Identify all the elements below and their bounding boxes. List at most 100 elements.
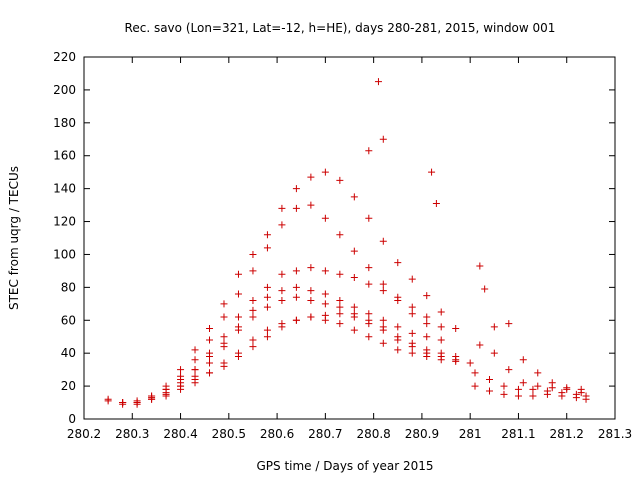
y-tick-label: 140 xyxy=(53,182,76,196)
data-point xyxy=(336,231,344,239)
data-point xyxy=(408,275,416,283)
data-point xyxy=(514,392,522,400)
data-point xyxy=(177,376,185,384)
data-point xyxy=(206,336,214,344)
data-point xyxy=(481,285,489,293)
data-point xyxy=(437,356,445,364)
x-tick-label: 281.1 xyxy=(501,427,535,441)
data-point xyxy=(321,214,329,222)
data-point xyxy=(466,359,474,367)
data-point xyxy=(162,392,170,400)
data-point xyxy=(220,313,228,321)
data-point xyxy=(278,297,286,305)
data-point xyxy=(394,336,402,344)
data-point xyxy=(490,349,498,357)
data-point xyxy=(572,390,580,398)
data-point xyxy=(379,316,387,324)
data-point xyxy=(379,135,387,143)
data-point xyxy=(321,267,329,275)
data-point xyxy=(336,297,344,305)
x-tick-label: 280.8 xyxy=(356,427,390,441)
x-tick-label: 281 xyxy=(459,427,482,441)
y-tick-label: 80 xyxy=(61,280,76,294)
data-point xyxy=(249,336,257,344)
y-axis: 0 20 40 60 80 100 120 140 160 180 200 220 xyxy=(53,50,615,426)
plot-frame xyxy=(83,56,616,420)
data-point xyxy=(206,369,214,377)
series-arc-9 xyxy=(471,369,590,400)
data-point xyxy=(423,320,431,328)
data-point xyxy=(350,193,358,201)
data-point xyxy=(263,283,271,291)
data-point xyxy=(249,297,257,305)
x-tick-label: 280.5 xyxy=(212,427,246,441)
data-point xyxy=(534,369,542,377)
y-tick-label: 20 xyxy=(61,379,76,393)
data-point xyxy=(379,339,387,347)
data-point xyxy=(234,326,242,334)
data-point xyxy=(292,185,300,193)
data-point xyxy=(350,273,358,281)
data-point xyxy=(519,379,527,387)
data-point xyxy=(490,323,498,331)
data-point xyxy=(263,231,271,239)
y-tick-label: 100 xyxy=(53,247,76,261)
data-point xyxy=(292,283,300,291)
data-point xyxy=(582,392,590,400)
data-point xyxy=(234,313,242,321)
data-point xyxy=(263,244,271,252)
data-point xyxy=(278,204,286,212)
data-point xyxy=(505,366,513,374)
data-point xyxy=(234,352,242,360)
data-point xyxy=(563,384,571,392)
x-axis: 280.2 280.3 280.4 280.5 280.6 280.7 280.8 280.9… xyxy=(67,57,632,441)
x-tick-label: 280.3 xyxy=(115,427,149,441)
data-point xyxy=(394,293,402,301)
data-point xyxy=(423,333,431,341)
data-point xyxy=(408,310,416,318)
data-point xyxy=(177,382,185,390)
x-tick-label: 280.2 xyxy=(67,427,101,441)
data-point xyxy=(133,399,141,407)
data-point xyxy=(365,310,373,318)
y-tick-label: 120 xyxy=(53,215,76,229)
data-point xyxy=(234,270,242,278)
data-point xyxy=(263,303,271,311)
data-point xyxy=(408,343,416,351)
data-point xyxy=(577,385,585,393)
data-point xyxy=(529,385,537,393)
data-point xyxy=(307,297,315,305)
data-point xyxy=(104,397,112,405)
data-point xyxy=(336,270,344,278)
data-point xyxy=(471,369,479,377)
data-point xyxy=(278,287,286,295)
y-tick-label: 200 xyxy=(53,83,76,97)
data-point xyxy=(534,382,542,390)
data-point xyxy=(408,303,416,311)
data-point xyxy=(307,173,315,181)
data-point xyxy=(514,385,522,393)
data-point xyxy=(379,326,387,334)
data-point xyxy=(119,399,127,407)
data-point xyxy=(234,290,242,298)
data-point xyxy=(321,300,329,308)
data-point xyxy=(423,292,431,300)
data-point xyxy=(350,326,358,334)
data-point xyxy=(408,329,416,337)
data-point xyxy=(471,382,479,390)
data-point xyxy=(191,356,199,364)
data-point xyxy=(249,306,257,314)
data-point xyxy=(292,293,300,301)
data-point xyxy=(558,389,566,397)
data-point xyxy=(307,201,315,209)
data-point xyxy=(476,341,484,349)
data-point xyxy=(191,366,199,374)
y-tick-label: 40 xyxy=(61,346,76,360)
data-point xyxy=(263,326,271,334)
data-point xyxy=(206,352,214,360)
data-point xyxy=(249,250,257,258)
data-point xyxy=(292,204,300,212)
x-tick-label: 280.4 xyxy=(163,427,197,441)
y-tick-label: 160 xyxy=(53,149,76,163)
